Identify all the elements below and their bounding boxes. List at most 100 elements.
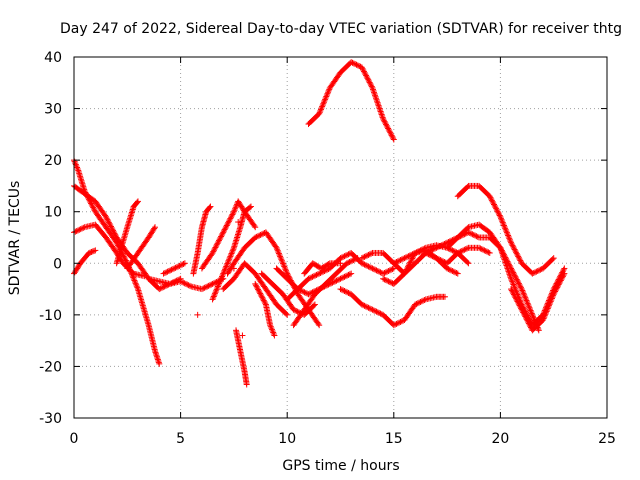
data-point xyxy=(465,229,472,236)
data-point xyxy=(508,239,515,246)
data-point xyxy=(358,301,365,308)
data-point xyxy=(370,87,377,94)
data-point xyxy=(348,270,355,277)
data-point xyxy=(365,304,372,311)
data-point xyxy=(252,282,259,289)
data-point xyxy=(259,294,266,301)
data-point xyxy=(379,114,386,121)
data-point xyxy=(452,248,459,255)
data-point xyxy=(501,223,508,230)
data-point xyxy=(198,286,205,293)
data-point xyxy=(366,251,373,258)
data-point xyxy=(229,211,236,218)
data-point xyxy=(318,269,325,276)
data-point xyxy=(165,268,172,275)
data-point xyxy=(474,233,481,240)
data-point xyxy=(514,277,521,284)
data-point xyxy=(510,243,517,250)
data-point xyxy=(362,262,369,269)
data-point xyxy=(377,310,384,317)
data-point xyxy=(499,219,506,226)
data-point xyxy=(392,321,399,328)
y-tick-label: -20 xyxy=(39,359,62,375)
data-point xyxy=(393,258,400,265)
data-point xyxy=(400,255,407,262)
data-point xyxy=(120,252,127,259)
data-point xyxy=(527,306,534,313)
data-point xyxy=(385,278,392,285)
x-tick-label: 25 xyxy=(598,431,616,447)
data-point xyxy=(528,308,535,315)
data-point xyxy=(217,276,224,283)
series-arc4 xyxy=(71,247,99,277)
data-point xyxy=(182,280,189,287)
data-point xyxy=(547,298,554,305)
data-point xyxy=(102,213,109,220)
data-point xyxy=(255,286,262,293)
data-point xyxy=(201,284,208,291)
data-point xyxy=(320,100,327,107)
data-point xyxy=(405,263,412,270)
data-point xyxy=(519,287,526,294)
data-point xyxy=(521,293,528,300)
data-point xyxy=(453,269,460,276)
data-point xyxy=(498,246,505,253)
data-point xyxy=(386,128,393,135)
series-arc13 xyxy=(233,327,250,388)
data-point xyxy=(366,264,373,271)
x-tick-label: 20 xyxy=(491,431,509,447)
data-point xyxy=(283,269,290,276)
series-arc27 xyxy=(444,229,542,334)
data-point xyxy=(508,275,515,282)
data-point xyxy=(382,277,389,284)
data-point xyxy=(337,275,344,282)
data-point xyxy=(493,206,500,213)
data-point xyxy=(377,107,384,114)
data-point xyxy=(90,204,97,211)
data-point xyxy=(495,209,502,216)
data-point xyxy=(544,306,551,313)
data-point xyxy=(378,109,385,116)
data-point xyxy=(316,110,323,117)
data-point xyxy=(360,254,367,261)
data-point xyxy=(373,267,380,274)
data-point xyxy=(469,231,476,238)
data-point xyxy=(505,259,512,266)
data-point xyxy=(349,257,356,264)
data-point xyxy=(516,281,523,288)
data-point xyxy=(521,312,528,319)
data-point xyxy=(302,289,309,296)
y-tick-label: 40 xyxy=(44,50,62,66)
data-point xyxy=(464,183,471,190)
data-point xyxy=(385,125,392,132)
data-point xyxy=(491,202,498,209)
data-point xyxy=(402,267,409,274)
data-point xyxy=(376,309,383,316)
data-point xyxy=(511,272,518,279)
data-point xyxy=(561,270,568,277)
data-point xyxy=(424,249,431,256)
data-point xyxy=(133,281,140,288)
data-point xyxy=(110,227,117,234)
data-point xyxy=(527,323,534,330)
data-point xyxy=(508,286,515,293)
data-point xyxy=(258,293,265,300)
data-point xyxy=(545,304,552,311)
data-point xyxy=(394,320,401,327)
data-point xyxy=(428,247,435,254)
data-point xyxy=(449,247,456,254)
data-point xyxy=(368,82,375,89)
data-point xyxy=(88,248,95,255)
data-point xyxy=(131,278,138,285)
data-point xyxy=(461,246,468,253)
data-point xyxy=(551,289,558,296)
data-point xyxy=(176,262,183,269)
data-point xyxy=(132,280,139,287)
data-point xyxy=(219,272,226,279)
data-point xyxy=(252,224,259,231)
x-tick-label: 10 xyxy=(278,431,296,447)
data-point xyxy=(506,235,513,242)
data-point xyxy=(371,90,378,97)
data-point xyxy=(206,282,213,289)
data-point xyxy=(404,265,411,272)
